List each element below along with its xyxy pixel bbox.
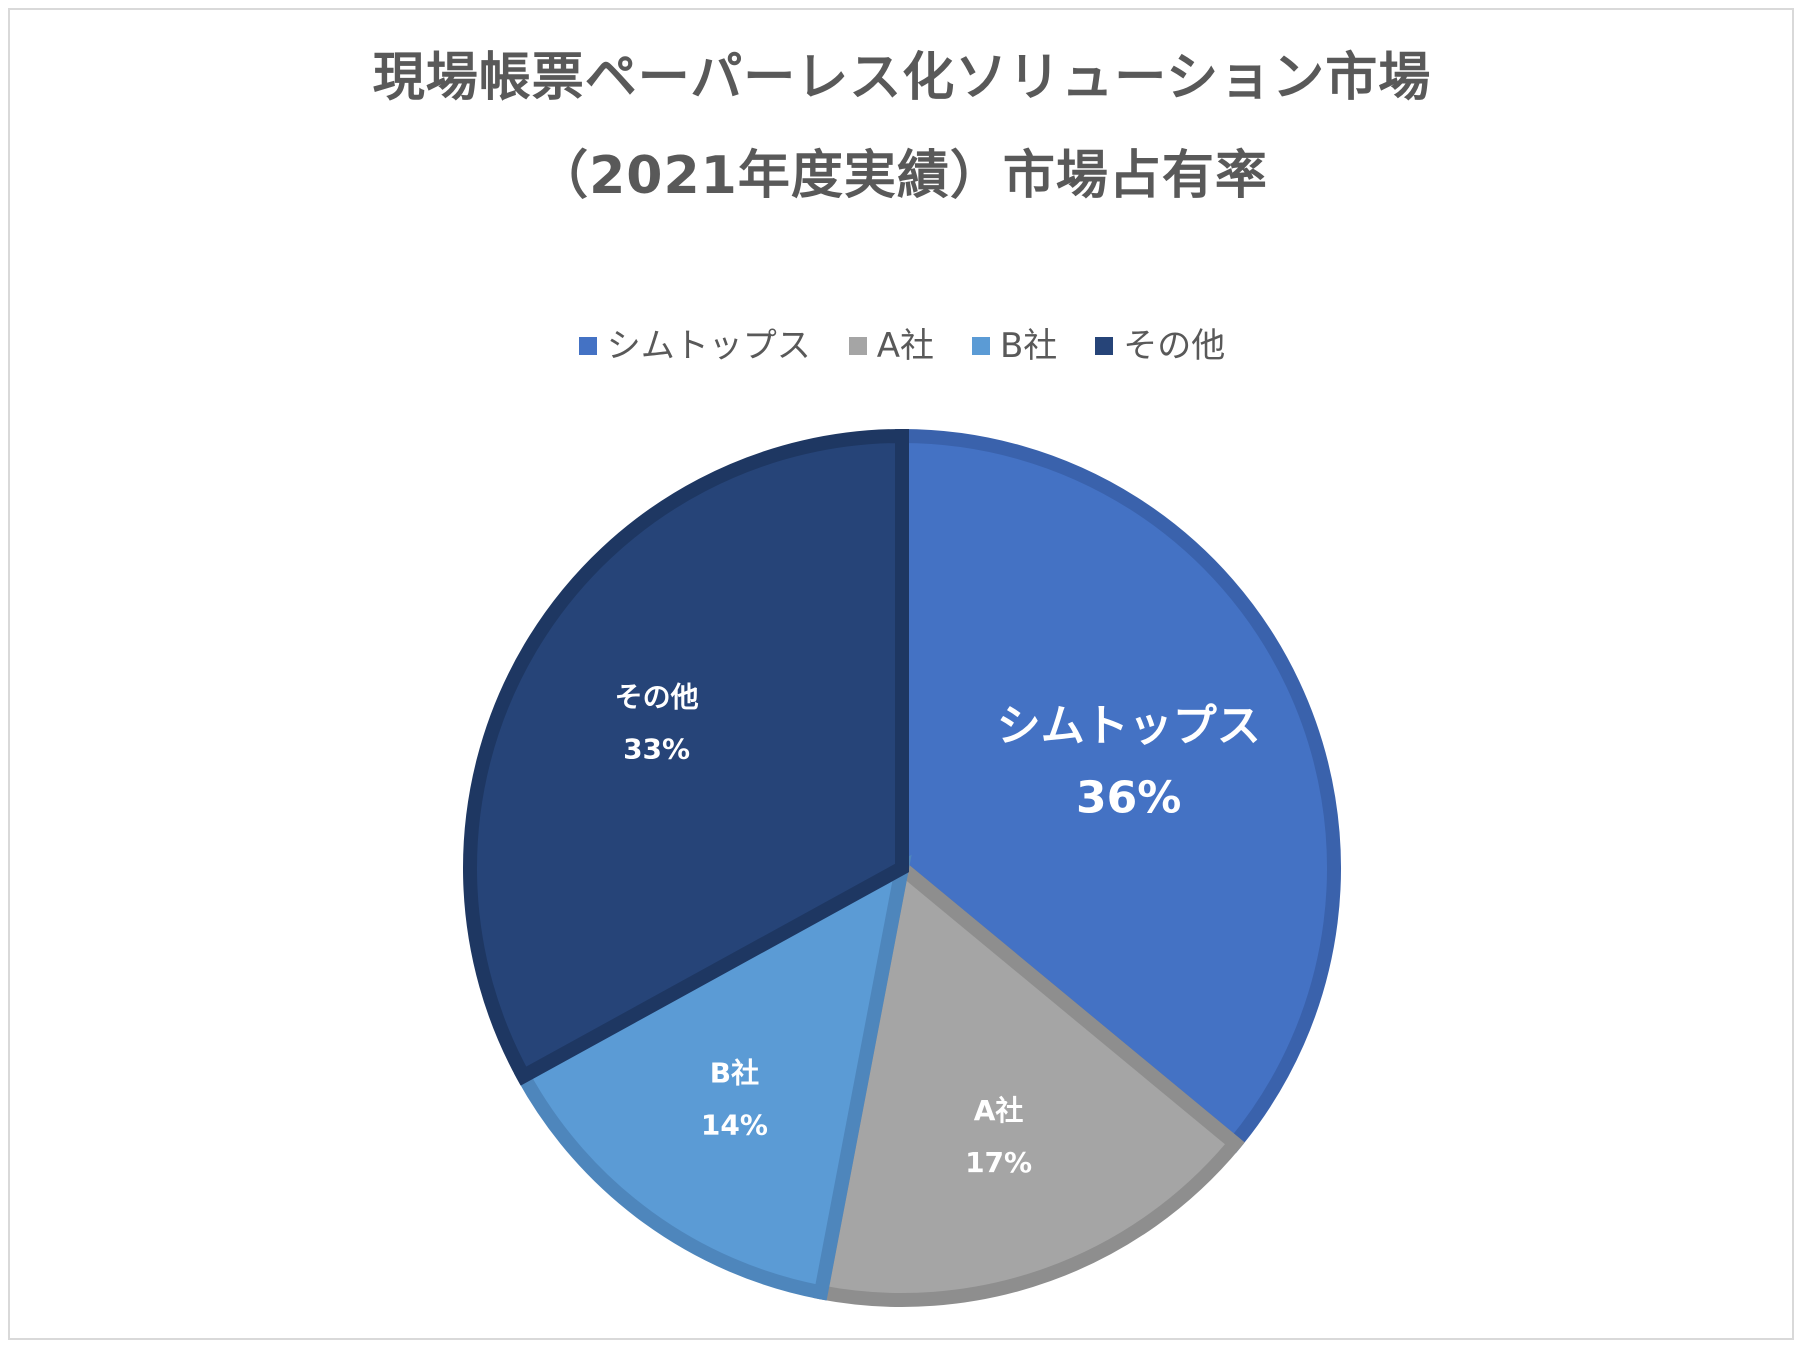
legend-item-company-b: B社	[971, 326, 1058, 366]
legend-label-company-a: A社	[876, 326, 934, 366]
legend-item-others: その他	[1095, 326, 1225, 366]
pie-slice-others	[463, 428, 909, 1086]
slice-label-value-simtops: 36%	[1076, 773, 1181, 824]
legend-label-simtops: シムトップス	[606, 326, 811, 366]
legend-swatch-others	[1095, 337, 1114, 355]
legend-item-simtops: シムトップス	[578, 326, 811, 366]
slice-label-name-company-a: A社	[974, 1094, 1024, 1127]
chart-title-line1: 現場帳票ペーパーレス化ソリューション市場	[372, 48, 1432, 108]
slice-label-name-others: その他	[615, 681, 699, 714]
slice-label-name-company-b: B社	[710, 1056, 759, 1089]
legend-swatch-company-b	[971, 337, 990, 355]
chart-title-line2: （2021年度実績）市場占有率	[536, 146, 1268, 206]
pie-slice-company-b	[513, 854, 912, 1301]
pie-slice-simtops	[895, 428, 1341, 1154]
legend-swatch-simtops	[578, 337, 597, 355]
legend-swatch-company-a	[848, 337, 867, 355]
slice-label-value-others: 33%	[623, 733, 690, 766]
slice-label-name-simtops: シムトップス	[997, 701, 1261, 752]
slice-label-value-company-a: 17%	[965, 1146, 1032, 1179]
chart-legend: シムトップス A社 B社 その他	[0, 326, 1804, 366]
slice-label-value-company-b: 14%	[701, 1108, 768, 1141]
legend-item-company-a: A社	[848, 326, 934, 366]
pie-slice-company-a	[812, 855, 1245, 1307]
legend-label-company-b: B社	[999, 326, 1058, 366]
legend-label-others: その他	[1123, 326, 1226, 366]
